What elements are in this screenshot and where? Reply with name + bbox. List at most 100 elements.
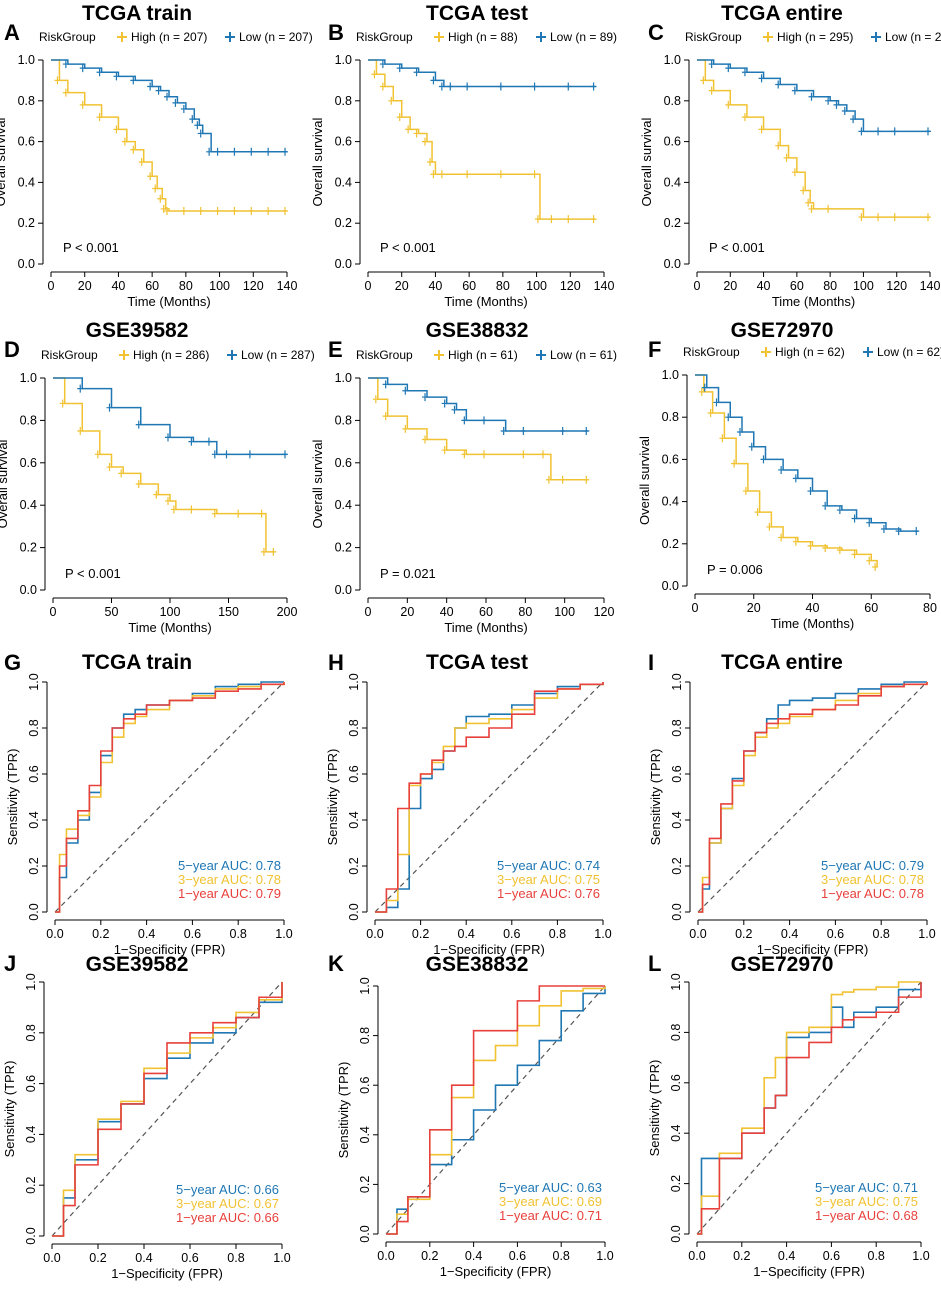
censor-mark	[719, 434, 726, 443]
x-axis-label: 1−Specificity (FPR)	[440, 1264, 552, 1279]
roc-curve-y1	[375, 682, 604, 913]
y-tick-label: 1.0	[335, 53, 352, 67]
km-curve-high	[697, 59, 930, 218]
panel-e: E GSE38832 0 20 40 60 80 100 120 0.0 0.2 0.4 0.6 0.8 1…	[310, 319, 617, 635]
censor-mark	[235, 509, 242, 518]
auc-label: 3−year AUC: 0.78	[178, 872, 281, 887]
censor-mark	[223, 450, 230, 459]
x-tick-label: 0.2	[89, 1251, 106, 1265]
x-tick-label: 0.8	[227, 1251, 244, 1265]
x-tick-label: 0.8	[553, 1249, 570, 1263]
panel-title: GSE38832	[426, 953, 529, 976]
y-tick-label: 0.0	[335, 583, 352, 597]
x-axis-label: 1−Specificity (FPR)	[111, 1266, 223, 1281]
censor-mark	[836, 506, 843, 515]
censor-mark	[778, 465, 785, 474]
y-tick-label: 0.8	[24, 1024, 38, 1041]
legend-cross-icon	[117, 32, 127, 42]
y-tick-label: 0.8	[669, 1024, 683, 1041]
reference-diagonal	[51, 981, 283, 1237]
legend-cross-icon	[536, 350, 546, 360]
x-tick-label: 40	[806, 601, 820, 615]
panel-k: K GSE38832 0.0 0.2 0.4 0.6 0.8 1.0 0.0 0.2 0.4 0.6 0…	[328, 951, 614, 1279]
x-tick-label: 140	[277, 279, 298, 293]
censor-mark	[160, 204, 167, 213]
panel-letter: A	[4, 20, 20, 45]
y-axis-label: Sensitivity (TPR)	[325, 749, 340, 846]
censor-mark	[413, 129, 420, 138]
km-curve-high	[51, 59, 287, 212]
censor-mark	[708, 60, 715, 69]
y-tick-label: 0.4	[20, 498, 37, 512]
censor-mark	[77, 384, 84, 393]
censor-mark	[441, 399, 448, 408]
x-tick-label: 0	[365, 279, 372, 293]
censor-mark	[441, 446, 448, 455]
y-tick-label: 0.0	[24, 1227, 38, 1244]
censor-mark	[895, 527, 902, 536]
panel-letter: H	[328, 650, 344, 675]
censor-mark	[775, 80, 782, 89]
y-tick-label: 0.6	[358, 1076, 372, 1093]
censor-mark	[180, 206, 187, 215]
y-tick-label: 1.0	[18, 53, 35, 67]
censor-mark	[545, 475, 552, 484]
km-curve-low	[368, 59, 596, 88]
x-axis-label: Time (Months)	[127, 294, 210, 309]
censor-mark	[113, 125, 120, 134]
x-tick-label: 1.0	[912, 1249, 929, 1263]
censor-mark	[713, 398, 720, 407]
km-curve-low	[53, 377, 287, 456]
panel-title: GSE39582	[86, 953, 189, 976]
censor-mark	[96, 113, 103, 122]
x-tick-label: 1.0	[594, 927, 611, 941]
censor-mark	[913, 527, 920, 536]
x-tick-label: 20	[723, 279, 737, 293]
legend-cross-icon	[225, 32, 235, 42]
y-axis-label: Overall survival	[310, 439, 325, 528]
legend-cross-icon	[227, 350, 237, 360]
x-tick-label: 0.6	[184, 927, 201, 941]
x-tick-label: 0.8	[868, 1249, 885, 1263]
legend-entry: Low (n = 296)	[885, 30, 941, 44]
censor-mark	[59, 399, 66, 408]
auc-label: 5−year AUC: 0.66	[176, 1182, 279, 1197]
censor-mark	[422, 393, 428, 402]
x-tick-label: 0.6	[823, 1249, 840, 1263]
x-axis-label: Time (Months)	[444, 294, 527, 309]
y-axis-label: Sensitivity (TPR)	[648, 749, 663, 846]
y-tick-label: 0.2	[18, 216, 35, 230]
censor-mark	[438, 82, 445, 91]
auc-label: 1−year AUC: 0.79	[178, 886, 281, 901]
x-tick-label: 80	[923, 601, 937, 615]
panel-letter: B	[328, 20, 344, 45]
y-tick-label: 1.0	[664, 53, 681, 67]
y-axis-label: Sensitivity (TPR)	[2, 1061, 17, 1158]
panel-l: L GSE72970 0.0 0.2 0.4 0.6 0.8 1.0 0.0 0.2 0.4 0.6 0…	[647, 951, 930, 1279]
legend-cross-icon	[763, 32, 773, 42]
censor-mark	[197, 206, 204, 215]
y-tick-label: 0.0	[662, 579, 679, 593]
censor-mark	[866, 556, 873, 565]
panel-title: TCGA test	[426, 651, 528, 674]
roc-curve-y5	[55, 681, 284, 913]
y-tick-label: 0.2	[669, 1175, 683, 1192]
censor-mark	[170, 505, 177, 514]
x-axis-label: Time (Months)	[772, 294, 855, 309]
x-axis-label: 1−Specificity (FPR)	[757, 942, 869, 957]
auc-label: 1−year AUC: 0.68	[815, 1208, 918, 1223]
censor-mark	[461, 450, 468, 459]
y-tick-label: 0.0	[669, 1225, 683, 1242]
reference-diagonal	[697, 681, 928, 913]
censor-mark	[531, 82, 538, 91]
y-axis-label: Overall survival	[639, 117, 654, 206]
legend-cross-icon	[434, 32, 444, 42]
censor-mark	[741, 68, 748, 77]
y-tick-label: 0.4	[18, 175, 35, 189]
panel-f: F GSE72970 0 20 40 60 80 0.0 0.2 0.4 0.6 0.8 1.0 Time…	[637, 319, 941, 631]
y-tick-label: 0.0	[20, 583, 37, 597]
censor-mark	[534, 215, 541, 224]
censor-mark	[157, 194, 164, 203]
legend-entry: Low (n = 287)	[241, 348, 315, 362]
censor-mark	[791, 168, 798, 177]
